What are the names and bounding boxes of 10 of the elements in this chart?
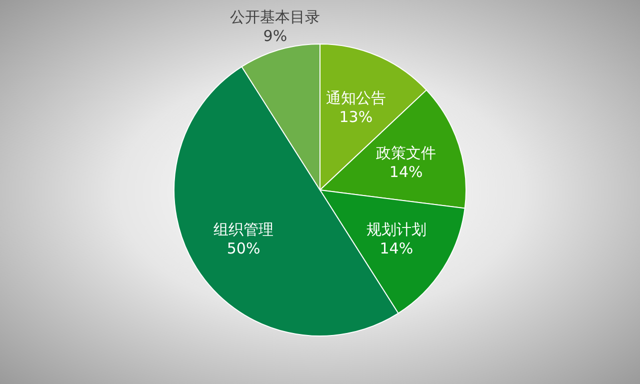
slice-label: 组织管理 [214, 220, 274, 239]
slice-label: 公开基本目录 [230, 8, 320, 26]
data-label: 14% [380, 240, 414, 258]
slice-label: 通知公告 [326, 88, 386, 107]
data-label: 9% [263, 26, 288, 45]
data-label: 50% [226, 240, 260, 258]
slice-label: 政策文件 [376, 144, 436, 162]
slice-label: 规划计划 [366, 220, 426, 239]
data-label: 14% [389, 163, 423, 182]
data-label: 13% [339, 108, 373, 126]
